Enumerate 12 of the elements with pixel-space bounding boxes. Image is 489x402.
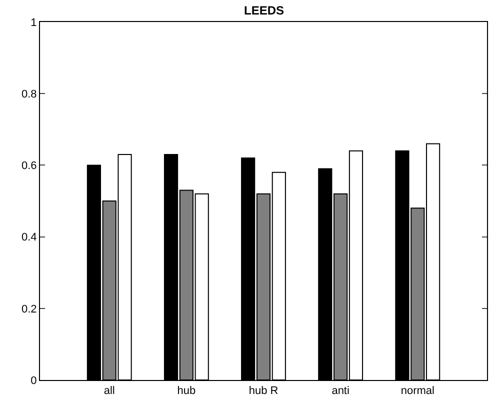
- y-tick-label: 0.2: [22, 303, 37, 316]
- y-tick-label: 0: [30, 374, 37, 387]
- x-tick-label: normal: [400, 385, 434, 398]
- x-tick-label: anti: [332, 385, 350, 398]
- x-tick-label: hub R: [248, 385, 278, 398]
- y-tick-label: 0.6: [22, 160, 37, 172]
- y-tick-label: 0.4: [22, 232, 37, 244]
- y-tick-label: 1: [30, 16, 37, 29]
- x-tick-label: hub: [177, 385, 196, 398]
- chart-title: LEEDS: [244, 3, 284, 18]
- x-tick-label: all: [104, 385, 115, 398]
- y-tick-label: 0.8: [22, 88, 37, 100]
